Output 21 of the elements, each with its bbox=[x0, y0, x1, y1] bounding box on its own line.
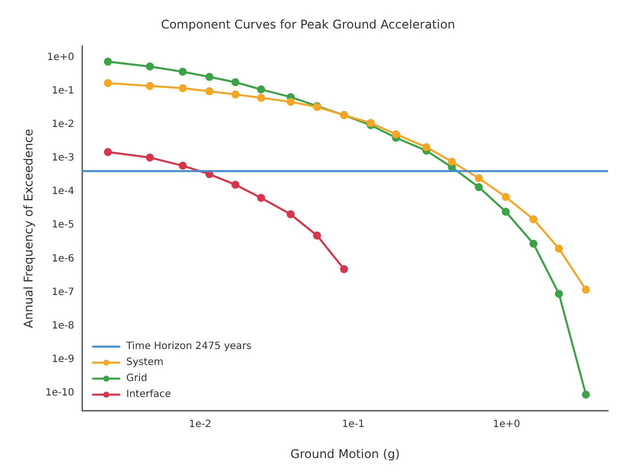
y-tick-label: 1e-5 bbox=[52, 220, 74, 231]
x-tick-label: 1e-1 bbox=[342, 419, 365, 430]
y-tick-label: 1e+0 bbox=[46, 52, 74, 63]
x-tick-label: 1e-2 bbox=[188, 419, 212, 430]
y-tick-label: 1e-3 bbox=[52, 152, 74, 164]
legend-label: Grid bbox=[126, 373, 148, 384]
y-tick-label: 1e-10 bbox=[45, 388, 74, 399]
legend-label: Interface bbox=[126, 389, 172, 400]
y-tick-label: 1e-1 bbox=[52, 85, 74, 96]
y-tick-label: 1e-4 bbox=[52, 186, 74, 198]
y-tick-label: 1e-2 bbox=[52, 118, 74, 130]
legend-label: Time Horizon 2475 years bbox=[125, 341, 252, 352]
y-tick-label: 1e-9 bbox=[52, 354, 74, 366]
chart-title: Component Curves for Peak Ground Acceleration bbox=[160, 17, 456, 32]
legend-label: System bbox=[126, 357, 164, 368]
y-tick-label: 1e-7 bbox=[52, 286, 74, 298]
y-tick-label: 1e-6 bbox=[52, 253, 74, 264]
x-axis-title: Ground Motion (g) bbox=[290, 446, 400, 461]
x-tick-label: 1e+0 bbox=[492, 419, 520, 430]
y-axis-title: Annual Frequency of Exceedence bbox=[21, 128, 36, 328]
y-tick-label: 1e-8 bbox=[52, 320, 74, 332]
